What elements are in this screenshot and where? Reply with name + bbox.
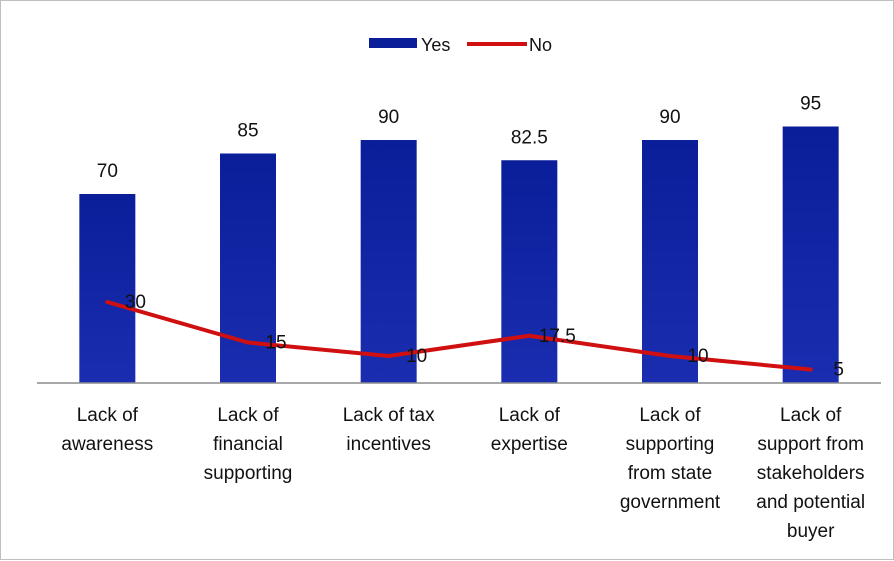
bar-value-label: 82.5 — [511, 127, 548, 148]
bar-value-label: 95 — [800, 94, 821, 115]
legend-label-no: No — [529, 35, 552, 55]
legend-swatch-yes — [369, 38, 417, 48]
legend: Yes No — [369, 35, 552, 55]
bar-value-label: 70 — [97, 161, 118, 182]
bar-yes — [642, 140, 698, 383]
legend-label-yes: Yes — [421, 35, 450, 55]
bar-yes — [79, 194, 136, 383]
bar-yes — [501, 160, 558, 383]
bar-value-label: 85 — [237, 121, 258, 142]
bars-group — [79, 126, 839, 383]
x-tick-label: Lack of tax incentives — [343, 405, 435, 455]
x-tick-label: Lack of awareness — [61, 405, 153, 455]
line-value-label: 10 — [687, 346, 708, 367]
line-value-label: 5 — [833, 360, 844, 381]
line-series-group — [105, 300, 813, 372]
x-tick-label: Lack of expertise — [491, 405, 568, 455]
line-value-label: 15 — [265, 333, 286, 354]
line-no — [105, 300, 813, 372]
bar-value-label: 90 — [659, 107, 680, 128]
line-point-no — [808, 367, 813, 372]
x-tick-label: Lack of financial supporting — [204, 405, 293, 484]
x-tick-label: Lack of supporting from state government — [620, 405, 721, 513]
line-point-no — [246, 340, 250, 345]
line-labels-group: 30 15 10 17.5 10 5 — [125, 292, 844, 381]
line-value-label: 10 — [406, 346, 427, 367]
line-point-no — [668, 354, 672, 358]
bar-value-label: 90 — [378, 107, 399, 128]
line-point-no — [386, 354, 391, 358]
bar-labels-group: 70 85 90 82.5 90 95 — [97, 94, 821, 183]
x-tick-labels: Lack of awareness Lack of financial supporti… — [61, 405, 865, 542]
line-value-label: 17.5 — [539, 326, 576, 347]
x-tick-label: Lack of support from stakeholders and poten… — [756, 405, 865, 542]
line-point-no — [105, 300, 110, 304]
bar-yes — [782, 126, 839, 383]
bar-yes — [360, 140, 417, 383]
line-value-label: 30 — [125, 292, 146, 313]
line-point-no — [527, 333, 532, 338]
